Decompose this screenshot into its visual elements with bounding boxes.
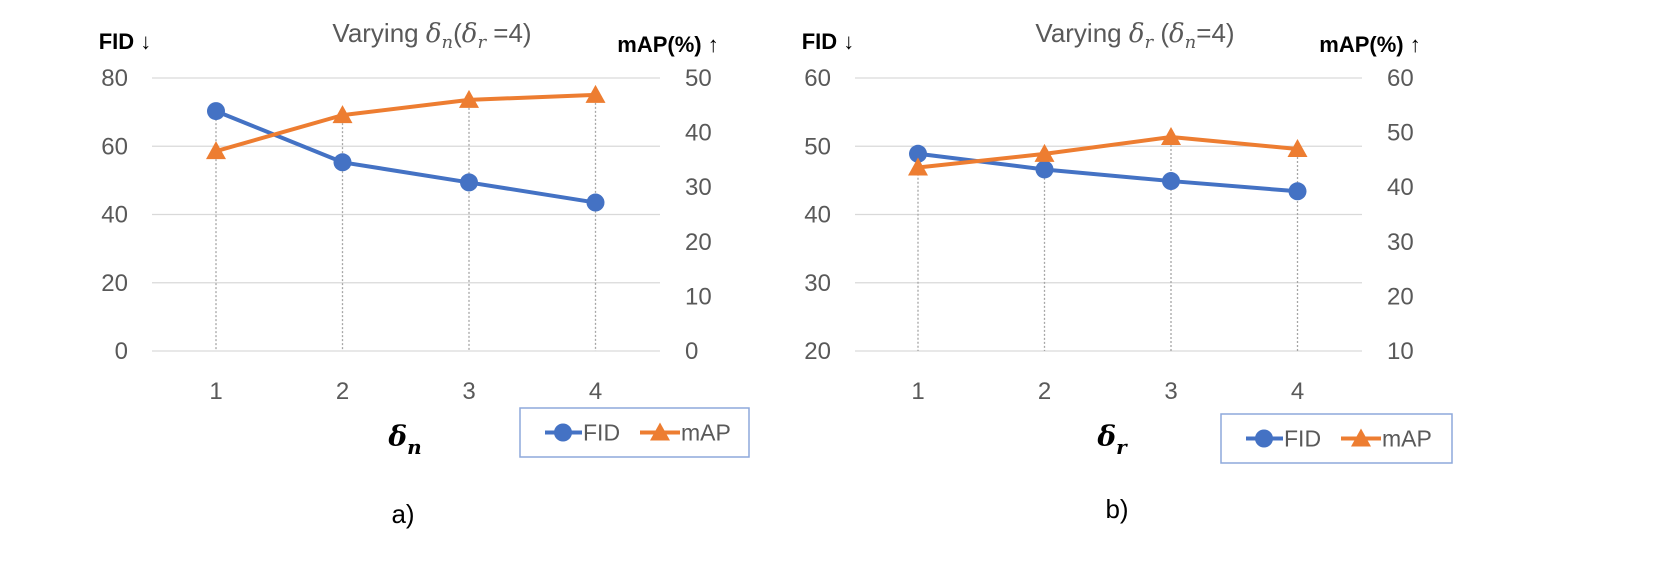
x-axis-subscript: r: [1116, 435, 1128, 459]
map-point: [1161, 126, 1181, 145]
title-condition-variable: δ: [462, 19, 478, 49]
y-left-tick-label: 30: [804, 270, 831, 297]
y-right-tick-label: 60: [1387, 65, 1414, 92]
legend-fid-marker: [1255, 429, 1273, 448]
map-point: [1287, 138, 1308, 157]
title-paren: (: [453, 18, 462, 48]
x-tick-label: 3: [1164, 378, 1177, 405]
y-left-tick-label: 20: [101, 270, 128, 297]
y-left-tick-label: 0: [115, 338, 128, 365]
y-right-tick-label: 10: [1387, 338, 1414, 365]
title-condition-value: =4): [1196, 18, 1234, 48]
series-line-map: [917, 134, 1298, 170]
series-line-fid: [215, 109, 596, 205]
panel-sublabel: b): [1105, 494, 1128, 524]
x-axis-title: δn: [387, 420, 421, 459]
y-right-tick-label: 30: [1387, 229, 1414, 256]
y-right-tick-label: 40: [1387, 174, 1414, 201]
legend-map-marker: [650, 422, 670, 441]
y-left-tick-label: 80: [101, 65, 128, 92]
panel-sublabel: a): [391, 499, 414, 529]
title-prefix: Varying: [1035, 18, 1128, 48]
legend-fid-marker: [554, 423, 572, 442]
y-left-axis-title: FID ↓: [802, 29, 855, 54]
fid-point: [1288, 182, 1307, 201]
x-tick-label: 3: [462, 378, 475, 405]
chart-title: Varying δr (δn=4): [1035, 18, 1234, 53]
y-right-tick-label: 20: [1387, 283, 1414, 310]
y-right-tick-label: 10: [685, 283, 712, 310]
fid-point: [460, 173, 478, 192]
y-left-tick-label: 60: [804, 65, 831, 92]
x-tick-label: 1: [911, 378, 924, 405]
y-right-tick-label: 50: [1387, 120, 1414, 147]
y-left-tick-label: 50: [804, 133, 831, 160]
y-left-tick-label: 40: [804, 202, 831, 229]
legend-map-label: mAP: [1382, 426, 1432, 452]
fid-point: [909, 144, 927, 163]
map-point: [459, 89, 479, 108]
series-line-fid: [917, 151, 1298, 194]
title-condition-variable: δ: [1169, 19, 1185, 49]
y-right-axis-title: mAP(%) ↑: [617, 32, 718, 57]
x-tick-label: 4: [589, 378, 602, 405]
y-right-tick-label: 0: [685, 338, 698, 365]
chart-panel-b: 20 30 40 50 60 10 20 30 40 50 60 1 2 3 4 FID ↓ mAP(%) ↑ V…: [802, 18, 1453, 524]
y-left-tick-label: 20: [804, 338, 831, 365]
title-condition-subscript: r: [477, 32, 487, 53]
title-prefix: Varying: [332, 18, 425, 48]
legend-fid-label: FID: [1284, 426, 1321, 452]
title-paren: (: [1153, 18, 1169, 48]
title-condition-value: =4): [486, 18, 532, 48]
title-variable-subscript: n: [442, 32, 454, 53]
fid-point: [1162, 172, 1180, 191]
chart-title: Varying δn(δr =4): [332, 18, 531, 53]
legend-map-marker: [1351, 428, 1371, 447]
y-right-tick-label: 50: [685, 65, 712, 92]
y-right-tick-label: 20: [685, 229, 712, 256]
x-tick-label: 1: [209, 378, 222, 405]
title-variable-subscript: r: [1145, 32, 1155, 53]
y-right-axis-title: mAP(%) ↑: [1319, 32, 1420, 57]
y-left-axis-title: FID ↓: [99, 29, 152, 54]
x-tick-label: 4: [1291, 378, 1304, 405]
x-axis-title: δr: [1096, 420, 1128, 459]
legend-fid-label: FID: [583, 420, 620, 446]
y-left-tick-label: 60: [101, 133, 128, 160]
map-point: [1034, 143, 1055, 162]
y-right-tick-label: 30: [685, 174, 712, 201]
map-point: [332, 105, 353, 124]
y-right-tick-label: 40: [685, 120, 712, 147]
map-point: [908, 157, 928, 176]
title-variable: δ: [1129, 19, 1145, 49]
map-point: [206, 141, 226, 160]
fid-point: [586, 193, 605, 212]
x-axis-variable: δ: [387, 420, 407, 453]
series-line-map: [215, 92, 596, 154]
x-axis-variable: δ: [1096, 420, 1116, 453]
x-tick-label: 2: [1038, 378, 1051, 405]
legend-map-label: mAP: [681, 420, 731, 446]
y-left-tick-label: 40: [101, 202, 128, 229]
title-variable: δ: [426, 19, 442, 49]
x-axis-subscript: n: [407, 435, 422, 459]
title-condition-subscript: n: [1185, 32, 1197, 53]
map-point: [585, 84, 606, 103]
x-tick-label: 2: [336, 378, 349, 405]
fid-point: [1035, 160, 1054, 179]
fid-point: [333, 153, 352, 172]
fid-point: [207, 102, 225, 121]
chart-panel-a: 0 20 40 60 80 0 10 20 30 40 50 1 2 3 4 FID ↓ mAP(%) ↑ Var…: [99, 18, 750, 529]
